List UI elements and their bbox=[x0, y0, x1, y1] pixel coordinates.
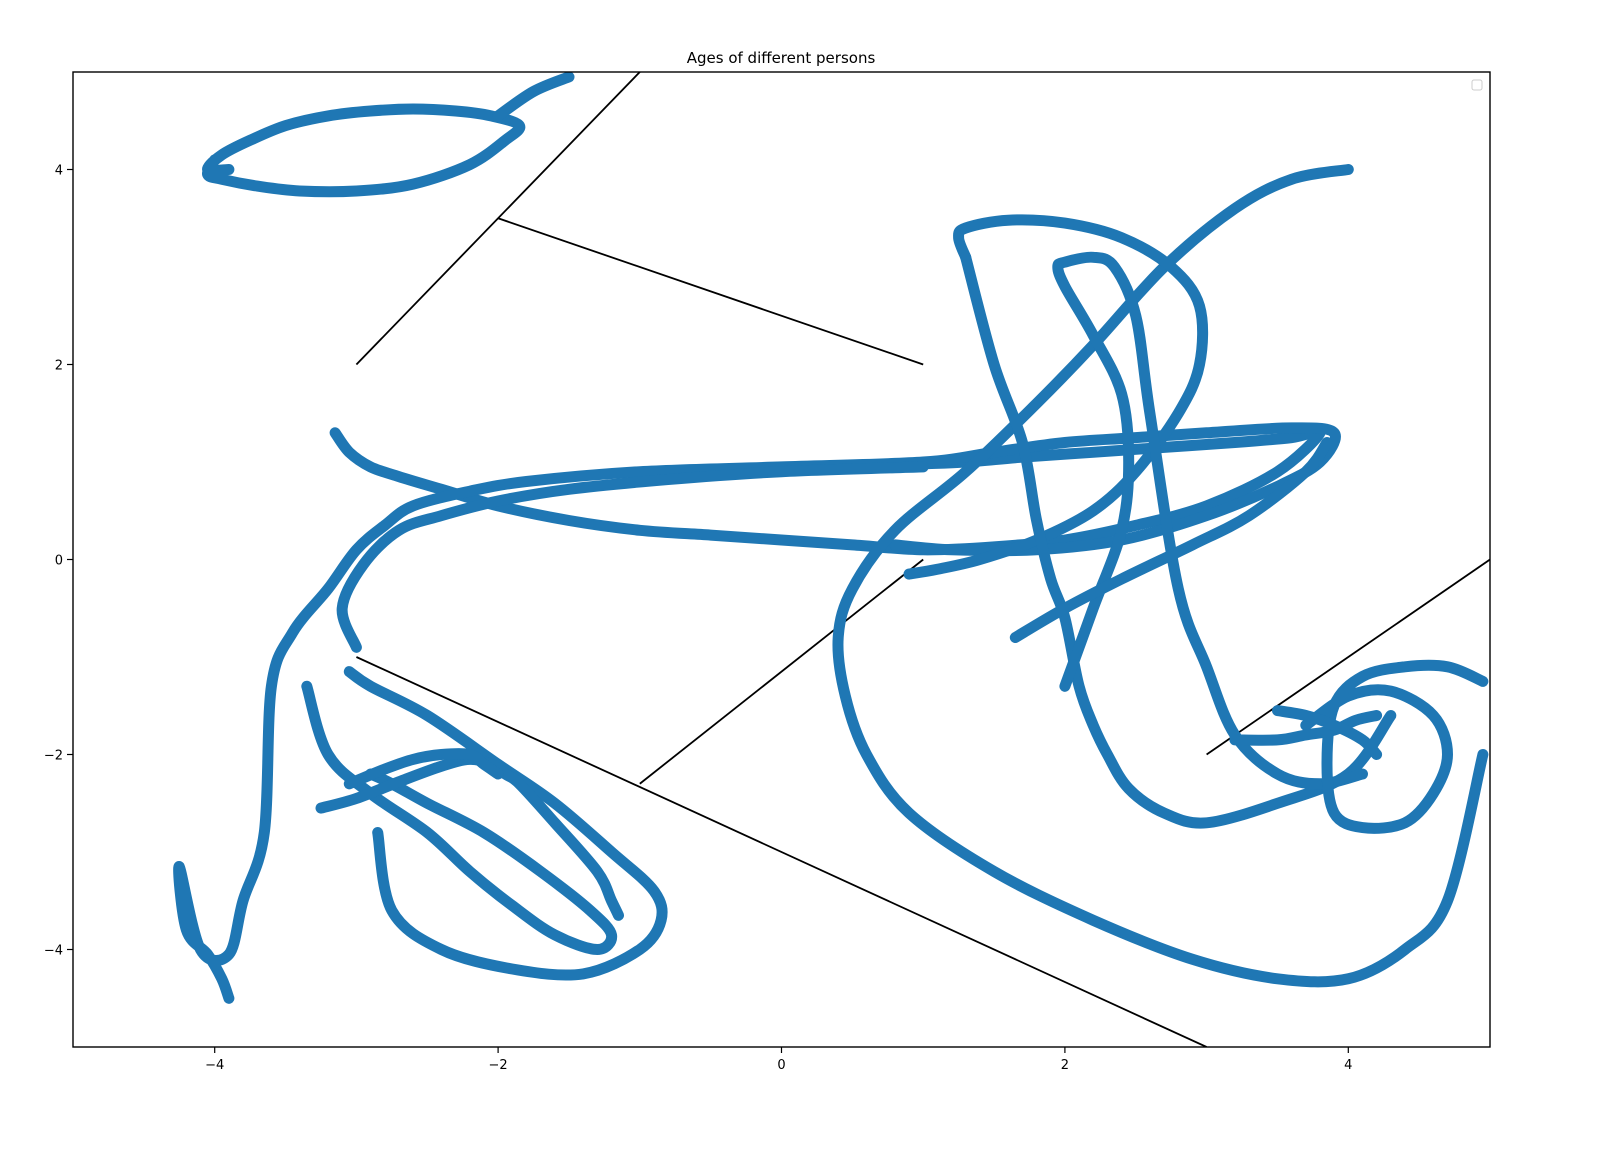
plot-area bbox=[173, 72, 1490, 1047]
series-line-4 bbox=[173, 422, 1341, 1004]
black-line-3 bbox=[356, 656, 1207, 1047]
black-line-4 bbox=[639, 558, 924, 785]
x-tick-label: −4 bbox=[205, 1058, 224, 1073]
series-line-17 bbox=[1272, 705, 1383, 760]
axes: −4 −2 0 2 4 −4 −2 0 2 4 bbox=[44, 71, 1491, 1073]
y-tick-label: −2 bbox=[44, 749, 63, 764]
x-tick-label: 4 bbox=[1344, 1058, 1352, 1073]
black-line-2 bbox=[497, 217, 924, 366]
series-line-6 bbox=[301, 680, 618, 955]
chart-title: Ages of different persons bbox=[687, 49, 876, 67]
y-tick-label: 0 bbox=[55, 554, 63, 569]
y-tick-label: −4 bbox=[44, 944, 63, 959]
series-line-7 bbox=[343, 666, 668, 981]
series-line-10 bbox=[832, 164, 1489, 988]
series-line-16 bbox=[1229, 710, 1383, 746]
series-line-15 bbox=[1300, 659, 1489, 834]
series-line-11 bbox=[903, 214, 1209, 580]
series-line-5 bbox=[336, 461, 929, 653]
black-line-5 bbox=[1206, 558, 1490, 756]
series-line-9 bbox=[343, 748, 504, 790]
x-tick-label: −2 bbox=[489, 1058, 508, 1073]
y-tick-label: 4 bbox=[55, 164, 63, 179]
series-line-12 bbox=[960, 251, 1397, 829]
series-line-3 bbox=[492, 72, 575, 122]
series-line-2 bbox=[202, 103, 526, 198]
series-line-14 bbox=[1009, 437, 1333, 643]
y-tick-label: 2 bbox=[55, 359, 63, 374]
x-tick-label: 0 bbox=[777, 1058, 785, 1073]
x-tick-label: 2 bbox=[1061, 1058, 1069, 1073]
legend-box bbox=[1471, 79, 1483, 91]
series-line-13 bbox=[1052, 251, 1368, 790]
black-line-1 bbox=[355, 72, 641, 366]
plot-frame bbox=[72, 71, 1491, 1048]
